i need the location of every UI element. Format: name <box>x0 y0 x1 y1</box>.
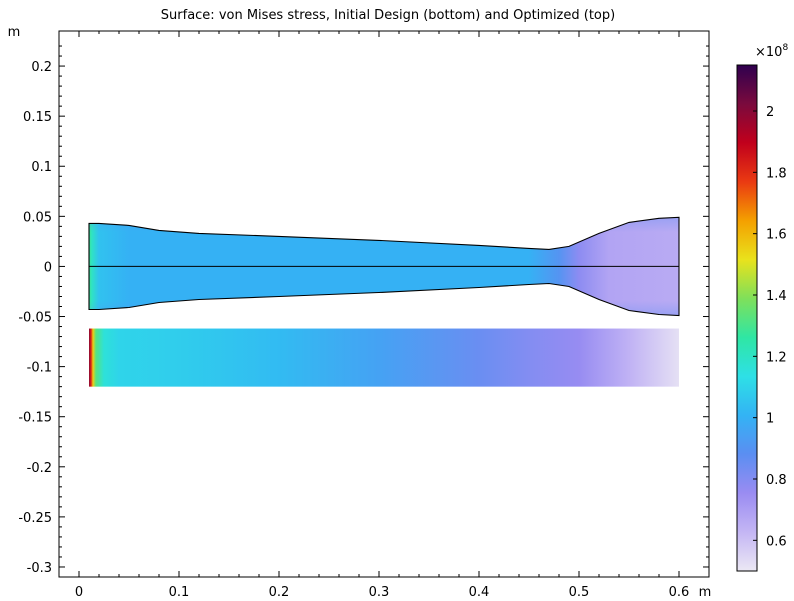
x-tick-label: 0.6 <box>669 585 690 600</box>
y-tick-label: -0.25 <box>18 511 52 526</box>
y-tick-label: -0.05 <box>18 311 52 326</box>
colorbar-tick-label: 1.2 <box>766 350 787 365</box>
x-tick-label: 0.3 <box>369 585 390 600</box>
optimized-design-outline <box>88 216 680 317</box>
colorbar-tick-label: 1.4 <box>766 289 787 304</box>
colorbar-exponent: ×108 <box>755 43 788 60</box>
y-tick-label: -0.15 <box>18 411 52 426</box>
y-unit-label: m <box>8 25 21 40</box>
x-tick-label: 0.5 <box>569 585 590 600</box>
x-tick-label: 0.2 <box>269 585 290 600</box>
plot-frame <box>58 30 710 578</box>
colorbar-gradient <box>736 64 758 572</box>
colorbar-tick-label: 2 <box>766 105 774 120</box>
initial-design-surface <box>89 328 679 387</box>
colorbar-tick-label: 0.8 <box>766 473 787 488</box>
y-tick-label: 0 <box>44 260 52 275</box>
x-axis: 0 0.1 0.2 0.3 0.4 0.5 0.6 <box>75 31 689 600</box>
colorbar-tick-label: 1 <box>766 412 774 427</box>
plot-area: 0 0.1 0.2 0.3 0.4 0.5 0.6 0.2 0.15 0.1 0.05 0 -0.05… <box>8 25 712 600</box>
y-tick-label: 0.1 <box>31 160 52 175</box>
colorbar-tick-label: 1.8 <box>766 166 787 181</box>
y-tick-label: -0.2 <box>27 461 52 476</box>
design-shapes <box>88 216 680 387</box>
y-axis: 0.2 0.15 0.1 0.05 0 -0.05 -0.1 -0.15 -0.2 -0.25 -0… <box>18 45 709 576</box>
colorbar-ticks: 0.6 0.8 1 1.2 1.4 1.6 1.8 2 <box>753 105 787 549</box>
x-unit-label: m <box>699 585 712 600</box>
y-tick-label: 0.2 <box>31 60 52 75</box>
colorbar-exponent-base: ×10 <box>755 45 782 60</box>
colorbar-tick-label: 0.6 <box>766 534 787 549</box>
y-tick-label: -0.1 <box>27 361 52 376</box>
x-tick-label: 0 <box>75 585 83 600</box>
colorbar-exponent-power: 8 <box>782 43 788 53</box>
y-tick-label: 0.05 <box>23 210 52 225</box>
chart-title: Surface: von Mises stress, Initial Desig… <box>161 8 615 23</box>
colorbar-tick-label: 1.6 <box>766 228 787 243</box>
y-tick-label: -0.3 <box>27 561 52 576</box>
colorbar: 0.6 0.8 1 1.2 1.4 1.6 1.8 2 ×108 <box>736 43 788 572</box>
y-tick-label: 0.15 <box>23 110 52 125</box>
x-tick-label: 0.4 <box>469 585 490 600</box>
x-tick-label: 0.1 <box>169 585 190 600</box>
